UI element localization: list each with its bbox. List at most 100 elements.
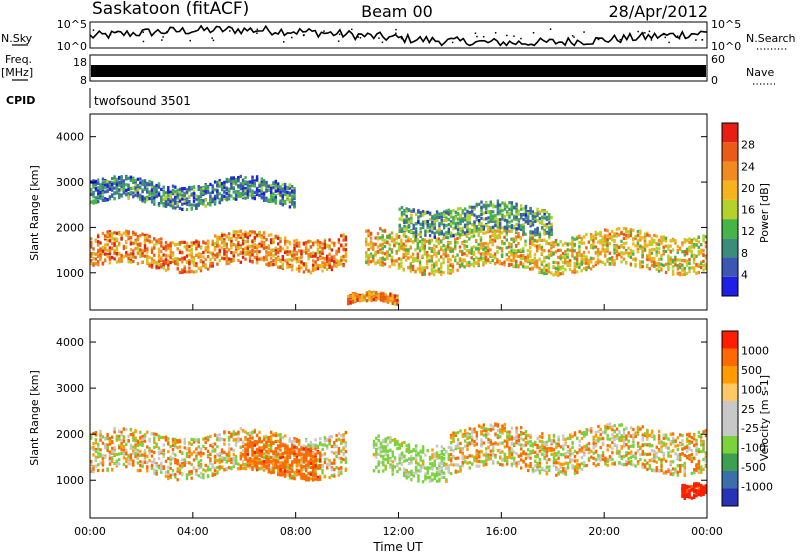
heatmap-cell	[685, 263, 689, 267]
heatmap-cell	[188, 455, 191, 459]
heatmap-cell	[505, 233, 508, 237]
heatmap-cell	[407, 251, 410, 255]
heatmap-cell	[134, 247, 137, 251]
heatmap-cell	[492, 203, 495, 207]
heatmap-cell	[225, 197, 228, 201]
heatmap-cell	[552, 273, 555, 277]
heatmap-cell	[615, 227, 619, 231]
heatmap-cell	[314, 263, 317, 267]
heatmap-cell	[293, 204, 296, 208]
heatmap-cell	[104, 243, 107, 247]
heatmap-cell	[209, 251, 212, 255]
heatmap-cell	[155, 190, 158, 194]
heatmap-cell	[369, 231, 373, 235]
heatmap-cell	[171, 251, 175, 255]
heatmap-cell	[370, 298, 373, 303]
heatmap-cell	[115, 452, 119, 457]
heatmap-cell	[312, 263, 315, 267]
heatmap-cell	[428, 234, 432, 238]
heatmap-cell	[484, 255, 487, 259]
heatmap-cell	[211, 187, 214, 192]
heatmap-cell	[431, 223, 434, 227]
heatmap-cell	[223, 190, 226, 194]
heatmap-cell	[262, 196, 266, 200]
heatmap-cell	[702, 264, 705, 268]
heatmap-cell	[132, 233, 135, 237]
heatmap-cell	[351, 300, 355, 304]
heatmap-cell	[447, 271, 450, 275]
heatmap-cell	[241, 192, 245, 196]
heatmap-cell	[202, 191, 205, 195]
heatmap-cell	[379, 248, 382, 252]
y-tick-label: 3000	[56, 176, 84, 189]
nsearch-point	[338, 33, 341, 36]
heatmap-cell	[206, 449, 210, 453]
heatmap-cell	[414, 227, 418, 231]
heatmap-cell	[492, 219, 495, 223]
heatmap-cell	[507, 245, 511, 249]
heatmap-cell	[374, 242, 377, 246]
heatmap-cell	[199, 253, 203, 257]
heatmap-cell	[428, 259, 431, 263]
heatmap-cell	[606, 237, 609, 242]
heatmap-cell	[316, 239, 320, 243]
heatmap-cell	[692, 266, 696, 270]
heatmap-cell	[430, 259, 434, 263]
heatmap-cell	[139, 248, 142, 252]
heatmap-cell	[90, 262, 93, 266]
heatmap-cell	[181, 458, 184, 462]
heatmap-cell	[664, 270, 668, 274]
heatmap-cell	[372, 254, 375, 258]
heatmap-cell	[683, 259, 686, 263]
heatmap-cell	[496, 245, 499, 249]
heatmap-cell	[383, 244, 387, 249]
heatmap-cell	[404, 244, 408, 248]
heatmap-cell	[496, 257, 499, 262]
heatmap-cell	[557, 255, 560, 259]
heatmap-cell	[543, 271, 546, 276]
heatmap-cell	[174, 453, 177, 457]
heatmap-cell	[461, 262, 464, 266]
heatmap-cell	[386, 254, 389, 258]
heatmap-cell	[478, 222, 481, 227]
heatmap-cell	[305, 241, 308, 245]
heatmap-cell	[596, 253, 600, 257]
heatmap-cell	[181, 256, 184, 260]
heatmap-cell	[376, 250, 380, 254]
heatmap-cell	[150, 248, 154, 252]
heatmap-cell	[279, 185, 282, 189]
heatmap-cell	[129, 433, 133, 437]
heatmap-cell	[230, 460, 233, 464]
heatmap-cell	[209, 261, 212, 265]
heatmap-cell	[592, 246, 595, 250]
heatmap-cell	[111, 468, 114, 472]
heatmap-cell	[405, 226, 408, 230]
heatmap-cell	[265, 238, 268, 242]
heatmap-cell	[582, 241, 586, 245]
heatmap-cell	[606, 243, 609, 247]
heatmap-cell	[218, 465, 221, 469]
heatmap-cell	[690, 266, 693, 270]
heatmap-cell	[512, 250, 515, 255]
heatmap-cell	[412, 208, 415, 212]
heatmap-cell	[697, 263, 700, 267]
heatmap-cell	[218, 237, 221, 241]
heatmap-cell	[253, 242, 256, 246]
heatmap-cell	[533, 262, 537, 266]
heatmap-cell	[213, 257, 217, 261]
heatmap-cell	[695, 263, 698, 267]
heatmap-cell	[489, 248, 492, 252]
heatmap-cell	[657, 265, 661, 269]
heatmap-cell	[648, 258, 651, 262]
heatmap-cell	[244, 175, 247, 180]
heatmap-cell	[369, 246, 373, 250]
nsearch-point	[162, 36, 164, 38]
heatmap-cell	[190, 269, 193, 273]
heatmap-cell	[470, 256, 473, 260]
heatmap-cell	[550, 231, 553, 235]
heatmap-cell	[529, 261, 532, 266]
heatmap-cell	[501, 201, 504, 205]
heatmap-cell	[410, 216, 413, 221]
heatmap-cell	[437, 258, 441, 262]
freq-unit-label: [MHz]	[1, 66, 33, 79]
